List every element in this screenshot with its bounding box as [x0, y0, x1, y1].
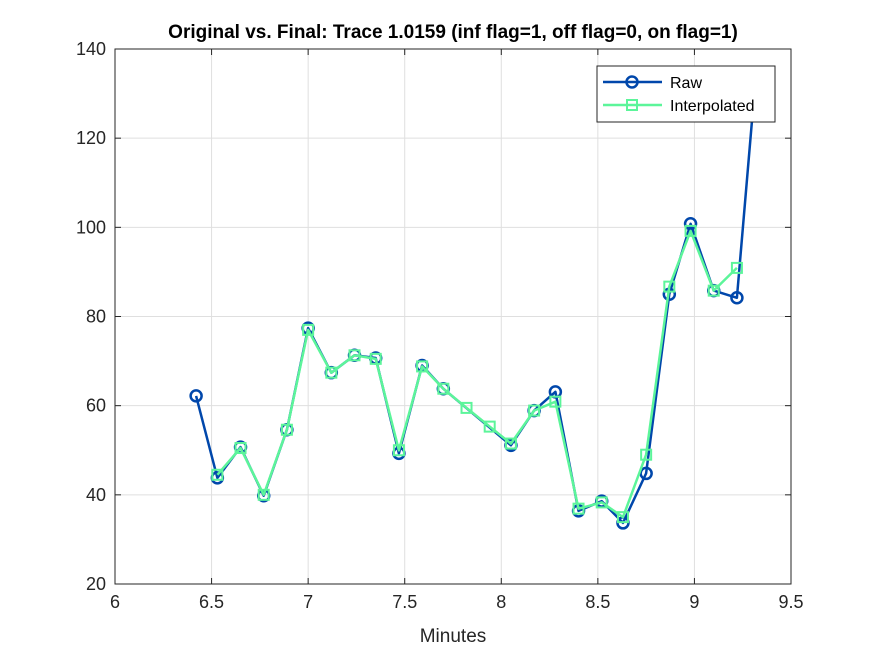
chart-title: Original vs. Final: Trace 1.0159 (inf fl… — [168, 22, 738, 43]
data-point — [640, 448, 653, 461]
data-point — [460, 401, 473, 414]
data-point — [730, 291, 744, 305]
legend: Raw Interpolated — [596, 65, 776, 123]
y-axis: 20 40 60 80 100 120 140 — [76, 39, 791, 594]
x-tick-label: 9 — [689, 592, 699, 612]
legend-raw-label: Raw — [670, 75, 702, 92]
data-point — [392, 444, 405, 457]
y-tick-label: 20 — [86, 574, 106, 594]
x-tick-label: 7 — [303, 592, 313, 612]
data-point — [257, 488, 270, 501]
series-interpolated — [211, 224, 743, 524]
data-point — [348, 349, 361, 362]
x-tick-label: 8 — [496, 592, 506, 612]
data-point — [639, 466, 653, 481]
data-point — [707, 284, 720, 297]
y-tick-label: 120 — [76, 128, 106, 148]
data-point — [189, 389, 203, 403]
data-point — [528, 404, 541, 417]
x-tick-label: 7.5 — [392, 592, 417, 612]
data-point — [595, 496, 608, 509]
data-point — [437, 382, 450, 395]
y-tick-label: 80 — [86, 307, 106, 327]
x-tick-label: 6 — [110, 592, 120, 612]
data-point — [616, 511, 629, 524]
y-tick-label: 140 — [76, 39, 106, 59]
data-point — [369, 352, 382, 365]
legend-interpolated-label: Interpolated — [670, 98, 755, 115]
data-point — [683, 217, 698, 231]
legend-interpolated-marker — [626, 99, 638, 111]
data-point — [549, 395, 562, 408]
data-point — [302, 323, 315, 336]
data-point — [483, 420, 496, 433]
data-point — [325, 366, 338, 379]
x-tick-label: 8.5 — [585, 592, 610, 612]
x-tick-label: 6.5 — [199, 592, 224, 612]
y-tick-label: 100 — [76, 217, 106, 237]
y-tick-label: 60 — [86, 396, 106, 416]
data-point — [684, 224, 697, 237]
data-point — [280, 423, 293, 436]
legend-raw-marker — [625, 75, 639, 89]
data-point — [504, 437, 517, 450]
data-point — [572, 502, 585, 515]
x-axis-label: Minutes — [420, 626, 487, 647]
data-point — [416, 360, 429, 373]
data-point — [234, 442, 247, 455]
data-point — [211, 468, 224, 481]
x-tick-label: 9.5 — [778, 592, 803, 612]
series-line-interpolated — [216, 229, 738, 519]
x-axis: 6 6.5 7 7.5 8 8.5 9 9.5 — [110, 49, 804, 612]
series-layer — [189, 109, 760, 530]
data-point — [663, 280, 676, 293]
y-tick-label: 40 — [86, 485, 106, 505]
data-point — [730, 261, 743, 274]
